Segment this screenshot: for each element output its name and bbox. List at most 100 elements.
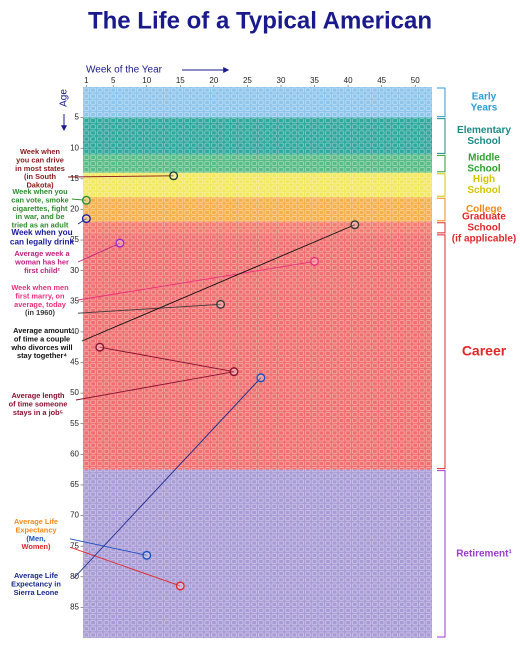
marker-label: cigarettes, fight [12, 204, 68, 213]
marker-label: you can drive [16, 155, 64, 164]
y-tick-label: 60 [70, 449, 79, 458]
marker-label: in most states [15, 164, 65, 173]
marker-label: Expectancy [15, 525, 57, 534]
point-label: Women) [21, 542, 51, 551]
marker-label: in war, and be [16, 212, 65, 221]
y-tick-label: 10 [70, 143, 79, 152]
marker-point [229, 367, 239, 377]
y-tick-label: 20 [70, 205, 79, 214]
x-tick-label: 15 [176, 76, 185, 85]
point-label: (in 1960) [25, 308, 56, 317]
marker-label: Dakota) [26, 181, 54, 190]
marker-point [175, 581, 185, 591]
stage-label: (if applicable) [452, 233, 516, 244]
span-line [99, 346, 235, 373]
y-tick-label: 45 [70, 358, 79, 367]
y-tick-label: 85 [70, 602, 79, 611]
marker-label: average, today [14, 300, 67, 309]
stage-bracket [437, 173, 446, 197]
leader-line [73, 377, 262, 579]
marker-label: stays in a job⁵ [13, 408, 64, 417]
stage-bracket [437, 470, 446, 638]
stage-label: School [467, 136, 501, 147]
x-tick-label: 35 [310, 76, 319, 85]
marker-label: who divorces will [10, 343, 72, 352]
marker-point [216, 299, 226, 309]
leader-line [71, 198, 87, 201]
marker-point [81, 214, 91, 224]
stage-label: Retirement¹ [456, 548, 512, 559]
marker-label: Average amount [13, 326, 71, 335]
chart-title: The Life of a Typical American [88, 7, 432, 34]
marker-label: Week when you [11, 228, 72, 237]
y-tick-label: 50 [70, 388, 79, 397]
axes: 1 5 10 15 20 25 30 35 40 45 5051015202530354045505… [70, 76, 420, 611]
stage-label: Elementary [457, 125, 511, 136]
x-tick-label: 20 [209, 76, 218, 85]
y-tick-label: 15 [70, 174, 79, 183]
y-tick-label: 65 [70, 480, 79, 489]
marker-label: Expectancy in [11, 579, 61, 588]
marker-point [95, 342, 105, 352]
week-grid [83, 87, 432, 638]
x-tick-label: 30 [277, 76, 286, 85]
y-tick-label: 55 [70, 419, 79, 428]
leader-line [69, 546, 181, 587]
y-tick-label: 5 [75, 113, 80, 122]
stage-labels: EarlyYearsElementarySchoolMiddleSchoolHi… [437, 87, 516, 638]
marker-label: Week when you [12, 187, 68, 196]
marker-point [81, 195, 91, 205]
marker-label: Sierra Leone [14, 588, 59, 597]
x-tick-label: 5 [111, 76, 116, 85]
x-tick-label: 10 [142, 76, 151, 85]
leader-line [77, 303, 221, 314]
point-label: (Men, [26, 534, 45, 543]
y-tick-label: 75 [70, 541, 79, 550]
marker-label: stay together⁴ [17, 351, 67, 360]
stage-label: School [467, 164, 501, 175]
marker-label: Average Life [14, 571, 58, 580]
marker-label: tried as an adult [12, 221, 69, 230]
x-tick-label: 45 [377, 76, 386, 85]
leader-line [77, 242, 121, 263]
marker-label: can vote, smoke [11, 195, 69, 204]
x-tick-label: 25 [243, 76, 252, 85]
stage-bracket [437, 234, 446, 470]
y-tick-label: 80 [70, 572, 79, 581]
marker-point [115, 238, 125, 248]
stage-label: Middle [468, 153, 500, 164]
stage-bracket [437, 154, 446, 173]
stage-label: High [473, 174, 495, 185]
leader-line [75, 371, 235, 401]
stage-bracket [437, 87, 446, 118]
marker-label: Average length [11, 391, 65, 400]
marker-label: first marry, on [15, 291, 65, 300]
marker-label: first child² [24, 266, 60, 275]
stage-bracket [437, 118, 446, 154]
leader-line [67, 175, 174, 178]
y-tick-label: 30 [70, 266, 79, 275]
stage-bracket [437, 222, 446, 234]
marker-label: Average Life [14, 517, 58, 526]
leader-line [69, 538, 147, 556]
x-tick-label: 50 [411, 76, 420, 85]
marker-label: woman has her [14, 257, 69, 266]
stage-label: College [466, 204, 503, 215]
marker-point [350, 220, 360, 230]
marker-label: Week when men [11, 283, 69, 292]
y-tick-label: 40 [70, 327, 79, 336]
marker-point [142, 550, 152, 560]
marker-point [256, 373, 266, 383]
leader-line [77, 261, 315, 301]
marker-label: Average week a [14, 249, 70, 258]
marker-label: of time someone [9, 399, 68, 408]
stage-label: Graduate [462, 211, 506, 222]
x-tick-label: 40 [344, 76, 353, 85]
y-tick-label: 35 [70, 296, 79, 305]
stage-label: Career [462, 342, 507, 358]
stage-label: Early [472, 91, 497, 102]
y-tick-label: 25 [70, 235, 79, 244]
marker-label: of time a couple [14, 334, 70, 343]
